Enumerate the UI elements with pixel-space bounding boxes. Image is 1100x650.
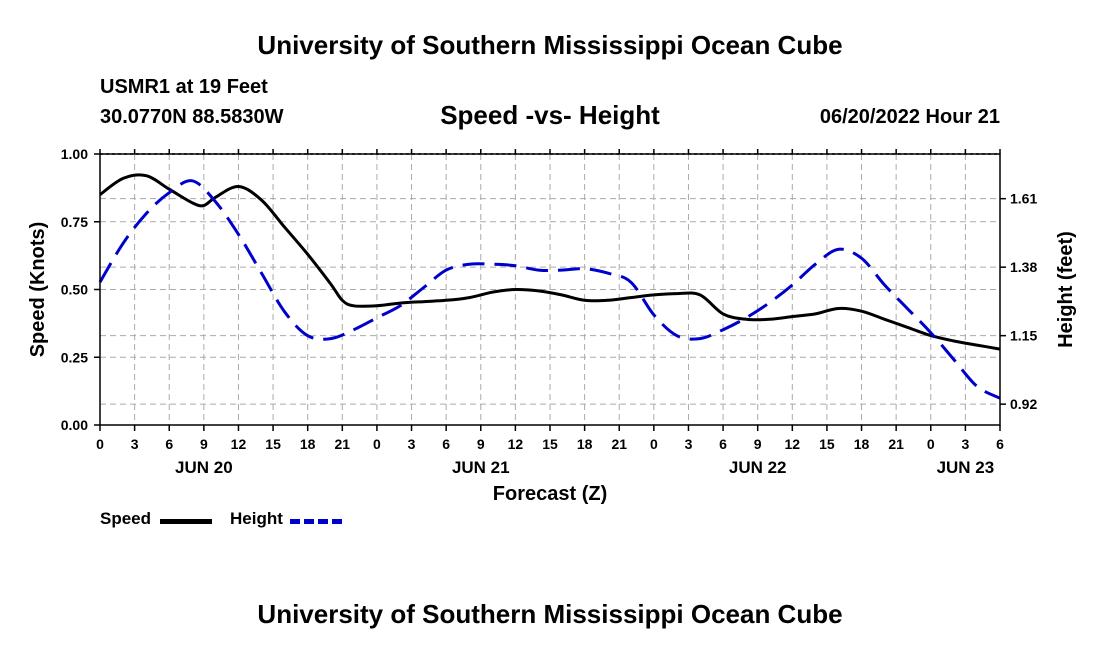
x-tick-label: 21: [611, 436, 627, 452]
x-day-label: JUN 21: [452, 458, 510, 477]
station-label: USMR1 at 19 Feet: [100, 76, 268, 98]
footer-title: University of Southern Mississippi Ocean…: [257, 599, 843, 629]
series-line-height: [98, 179, 1001, 400]
y-tick-label: 0.00: [61, 417, 88, 433]
x-tick-label: 0: [927, 436, 935, 452]
x-axis-title: Forecast (Z): [493, 483, 607, 505]
x-tick-label: 18: [300, 436, 316, 452]
series-line-speed: [99, 173, 1001, 351]
x-tick-label: 3: [685, 436, 693, 452]
main-title: University of Southern Mississippi Ocean…: [257, 30, 843, 60]
y-right-axis-title: Height (feet): [1055, 231, 1077, 348]
x-tick-label: 12: [785, 436, 801, 452]
x-tick-label: 6: [442, 436, 450, 452]
datetime-label: 06/20/2022 Hour 21: [819, 106, 1000, 128]
x-tick-label: 9: [754, 436, 762, 452]
x-day-label: JUN 23: [937, 458, 995, 477]
y-right-tick-label: 1.15: [1010, 328, 1037, 344]
x-tick-label: 9: [200, 436, 208, 452]
legend-height-swatch: [290, 519, 342, 524]
legend-speed-label: Speed: [100, 509, 152, 528]
x-tick-label: 18: [854, 436, 870, 452]
y-tick-label: 1.00: [61, 146, 88, 162]
x-tick-label: 0: [373, 436, 381, 452]
x-tick-label: 0: [650, 436, 658, 452]
y-right-tick-label: 1.61: [1010, 191, 1037, 207]
chart-title: Speed -vs- Height: [440, 100, 660, 130]
legend-height-label: Height: [230, 509, 283, 528]
x-tick-label: 18: [577, 436, 593, 452]
y-right-tick-label: 0.92: [1010, 396, 1037, 412]
x-tick-label: 15: [819, 436, 835, 452]
x-tick-label: 6: [165, 436, 173, 452]
x-tick-label: 0: [96, 436, 104, 452]
x-tick-label: 3: [408, 436, 416, 452]
legend-speed-swatch: [160, 519, 212, 524]
x-tick-label: 15: [542, 436, 558, 452]
x-day-label: JUN 20: [175, 458, 233, 477]
y-right-tick-label: 1.38: [1010, 259, 1037, 275]
y-tick-label: 0.75: [61, 214, 88, 230]
y-tick-label: 0.50: [61, 282, 88, 298]
coordinates-label: 30.0770N 88.5830W: [100, 106, 284, 128]
y-axis-title: Speed (Knots): [27, 222, 49, 358]
x-tick-label: 9: [477, 436, 485, 452]
x-tick-label: 3: [961, 436, 969, 452]
x-tick-label: 21: [888, 436, 904, 452]
x-tick-label: 12: [231, 436, 247, 452]
y-tick-label: 0.25: [61, 349, 88, 365]
x-tick-label: 6: [996, 436, 1004, 452]
x-day-label: JUN 22: [729, 458, 787, 477]
x-tick-label: 12: [508, 436, 524, 452]
x-tick-label: 6: [719, 436, 727, 452]
x-tick-label: 3: [131, 436, 139, 452]
x-tick-label: 21: [335, 436, 351, 452]
x-tick-label: 15: [265, 436, 281, 452]
